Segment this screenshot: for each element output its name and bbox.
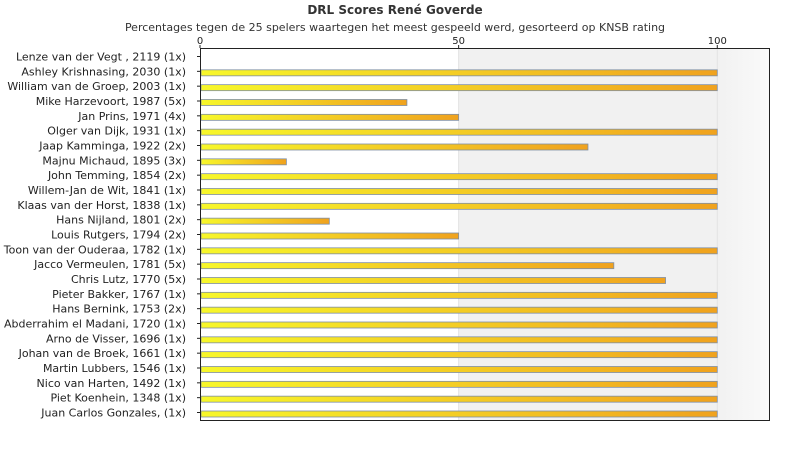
category-label: Arno de Visser, 1696 (1x) (46, 332, 186, 345)
plot-band (458, 48, 718, 420)
plot-band (717, 48, 769, 420)
category-label: Hans Nijland, 1801 (2x) (56, 214, 186, 227)
category-label: Mike Harzevoort, 1987 (5x) (36, 95, 186, 108)
bar (200, 366, 718, 373)
category-label: Chris Lutz, 1770 (5x) (71, 273, 186, 286)
x-tick-label: 50 (452, 36, 465, 47)
x-tick-label: 100 (708, 36, 727, 47)
plot-frame (200, 48, 770, 421)
bar (200, 128, 718, 136)
bar (200, 158, 287, 166)
category-label: Olger van Dijk, 1931 (1x) (47, 125, 186, 138)
chart-subtitle: Percentages tegen de 25 spelers waartege… (124, 21, 666, 34)
category-label: Jan Prins, 1971 (4x) (77, 110, 186, 123)
bar (200, 232, 460, 240)
category-label: Nico van Harten, 1492 (1x) (37, 377, 186, 390)
bar (200, 217, 330, 225)
category-label: Hans Bernink, 1753 (2x) (52, 303, 186, 316)
category-label: Pieter Bakker, 1767 (1x) (52, 288, 186, 301)
category-label: Toon van der Ouderaa, 1782 (1x) (3, 243, 186, 256)
bar (200, 351, 718, 359)
bar (200, 247, 718, 255)
category-label: Jacco Vermeulen, 1781 (5x) (33, 258, 186, 271)
bar (200, 188, 718, 195)
category-label: Willem-Jan de Wit, 1841 (1x) (28, 184, 186, 197)
bar (200, 173, 718, 181)
category-label: Martin Lubbers, 1546 (1x) (43, 362, 186, 375)
category-label: John Temming, 1854 (2x) (47, 169, 186, 182)
bar (200, 69, 718, 77)
bar (200, 321, 718, 329)
x-tick-label: 0 (197, 36, 203, 47)
category-label: Klaas van der Horst, 1838 (1x) (17, 199, 186, 212)
category-label: Juan Carlos Gonzales, (1x) (40, 407, 186, 420)
bar (200, 336, 718, 344)
category-label: Jaap Kamminga, 1922 (2x) (38, 140, 186, 153)
bar (200, 143, 589, 151)
bar (200, 84, 718, 92)
bar (200, 277, 666, 284)
category-label: Lenze van der Vegt , 2119 (1x) (16, 51, 186, 64)
bar (200, 99, 408, 106)
bar (200, 395, 718, 403)
bar (200, 306, 718, 314)
category-label: Johan van de Broek, 1661 (1x) (18, 347, 186, 360)
category-label: Louis Rutgers, 1794 (2x) (51, 229, 186, 242)
bar (200, 202, 718, 210)
category-label: Majnu Michaud, 1895 (3x) (42, 154, 186, 167)
category-label: Ashley Krishnasing, 2030 (1x) (21, 65, 186, 78)
bar (200, 291, 718, 299)
category-label: Abderrahim el Madani, 1720 (1x) (4, 318, 186, 331)
bar (200, 113, 460, 121)
bar (200, 380, 718, 388)
bar (200, 410, 718, 418)
category-label: William van de Groep, 2003 (1x) (7, 80, 186, 93)
category-label: Piet Koenhein, 1348 (1x) (50, 392, 186, 405)
bar (200, 262, 615, 270)
chart-title: DRL Scores René Goverde (307, 3, 483, 17)
